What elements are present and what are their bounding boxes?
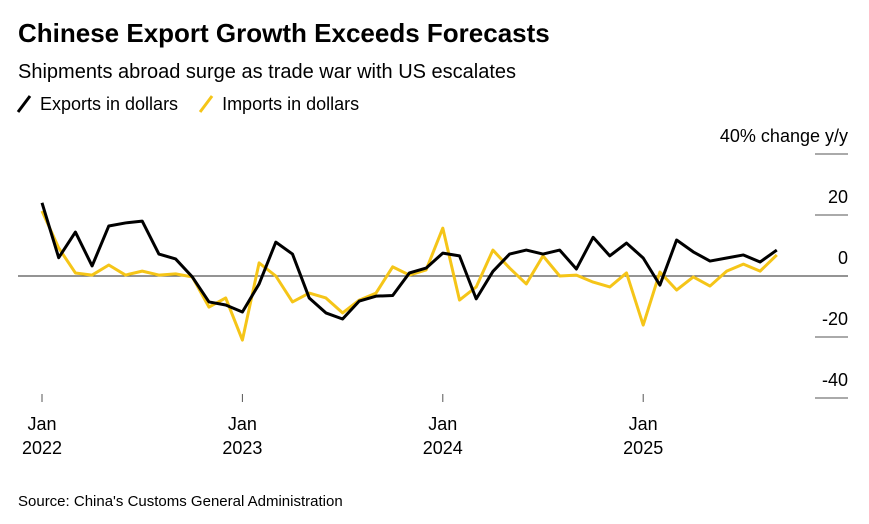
x-tick-label: 2022 (22, 438, 62, 458)
chart-subtitle: Shipments abroad surge as trade war with… (18, 61, 516, 83)
y-tick-label: 0 (838, 248, 848, 268)
legend-item: Exports in dollars (16, 94, 178, 114)
y-tick-label: 40% change y/y (720, 126, 848, 146)
source: Source: China's Customs General Administ… (18, 493, 343, 510)
legend-label: Imports in dollars (222, 94, 359, 114)
legend-swatch (198, 95, 214, 113)
legend-swatch (16, 95, 32, 113)
x-tick-label: Jan (428, 414, 457, 434)
x-tick-label: Jan (27, 414, 56, 434)
y-tick-label: -40 (822, 370, 848, 390)
chart-title: Chinese Export Growth Exceeds Forecasts (18, 18, 550, 48)
legend-label: Exports in dollars (40, 94, 178, 114)
x-tick-label: 2023 (222, 438, 262, 458)
x-tick-label: Jan (629, 414, 658, 434)
y-tick-label: -20 (822, 309, 848, 329)
x-tick-label: 2025 (623, 438, 663, 458)
legend-item: Imports in dollars (198, 94, 359, 114)
y-tick-label: 20 (828, 187, 848, 207)
x-tick-label: Jan (228, 414, 257, 434)
series-line (40, 202, 778, 321)
x-tick-label: 2024 (423, 438, 463, 458)
